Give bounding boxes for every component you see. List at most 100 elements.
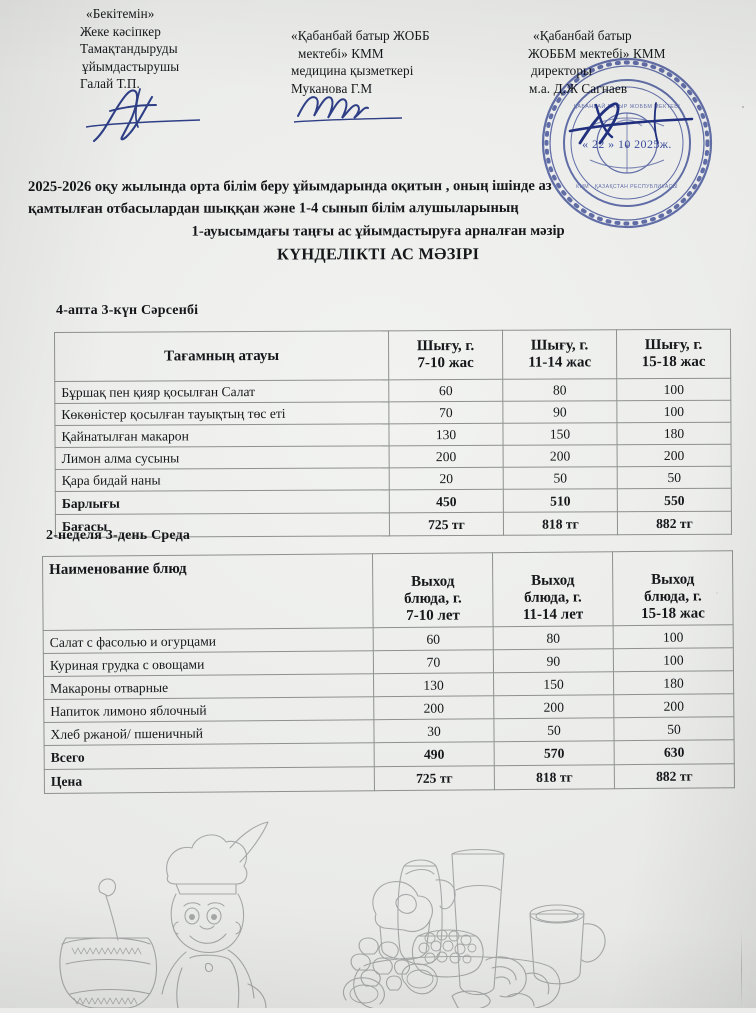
- breakfast-plate-group: [342, 848, 606, 1013]
- approval-line: медицина қызметкері: [291, 63, 414, 79]
- header-portion-7-10: Выход блюда, г. 7-10 лет: [372, 552, 494, 628]
- dish-name: Куриная грудка с овощами: [43, 650, 374, 677]
- total-label: Всего: [44, 742, 375, 770]
- price-11-14: 818 тг: [494, 764, 615, 790]
- scan-speck: [716, 592, 718, 594]
- portion-7-10: 60: [373, 626, 494, 651]
- portion-11-14: 150: [493, 671, 614, 696]
- portion-7-10: 70: [373, 649, 494, 674]
- handwritten-signature: [560, 95, 700, 170]
- dish-name: Бұршақ пен қияр қосылған Салат: [54, 379, 389, 404]
- portion-11-14: 90: [493, 648, 614, 673]
- dish-name: Көкөністер қосылған тауықтың төс еті: [54, 401, 389, 426]
- dish-name: Салат с фасолью и огурцами: [43, 627, 374, 654]
- portion-15-18: 200: [613, 693, 734, 718]
- portion-7-10: 130: [388, 423, 504, 446]
- approval-signer-name: Галай Т.П.: [80, 76, 140, 92]
- svg-text:★: ★: [624, 143, 629, 150]
- total-15-18: 550: [617, 488, 732, 512]
- approval-line: ЖОББМ мектебі» КММ: [528, 45, 666, 61]
- svg-text:КММ · ҚАЗАҚСТАН РЕСПУБЛИКАСЫ: КММ · ҚАЗАҚСТАН РЕСПУБЛИКАСЫ: [576, 184, 678, 190]
- dish-name: Напиток лимоно яблочный: [43, 696, 374, 723]
- approval-line: «Қабанбай батыр: [533, 28, 632, 43]
- portion-11-14: 90: [502, 400, 617, 424]
- total-7-10: 490: [374, 741, 495, 767]
- dish-name: Қара бидай наны: [55, 467, 390, 492]
- portion-11-14: 200: [493, 694, 614, 719]
- total-7-10: 450: [389, 489, 504, 513]
- table-header-row: Тағамның атауы Шығу, г. 7-10 жас Шығу, г…: [54, 329, 731, 382]
- menu-table-russian: Наименование блюд Выход блюда, г. 7-10 л…: [42, 550, 735, 794]
- approval-signer-name: Муканова Г.М: [291, 80, 373, 96]
- pot-with-spoon: [59, 878, 158, 1009]
- dish-name: Қайнатылған макарон: [54, 423, 390, 448]
- title-line: қамтылған отбасылардан шыққан және 1-4 с…: [28, 200, 519, 218]
- portion-15-18: 50: [617, 466, 732, 489]
- header-portion-15-18: Шығу, г. 15-18 жас: [616, 329, 731, 379]
- price-7-10: 725 тг: [374, 765, 495, 791]
- menu-table-kazakh: Тағамның атауы Шығу, г. 7-10 жас Шығу, г…: [54, 329, 732, 538]
- approval-block-organizer: «Бекітемін» Жеке кәсіпкер Тамақтандыруды…: [80, 5, 179, 93]
- header-portion-7-10: Шығу, г. 7-10 жас: [388, 330, 503, 380]
- table-total-row: Барлығы 450 510 550: [55, 488, 732, 515]
- page-edge-shadow: [741, 930, 742, 1008]
- portion-7-10: 70: [388, 401, 503, 424]
- total-11-14: 510: [503, 488, 618, 513]
- portion-7-10: 200: [389, 445, 504, 468]
- svg-text:ҚАБАНБАЙ БАТЫР ЖОББМ МЕКТЕБІ: ҚАБАНБАЙ БАТЫР ЖОББМ МЕКТЕБІ: [574, 102, 680, 110]
- week-day-caption-kk: 4-апта 3-күн Сәрсенбі: [56, 303, 199, 318]
- header-dish-name: Тағамның атауы: [54, 330, 389, 382]
- approval-line: мектебі» КММ: [298, 45, 384, 61]
- approval-line: ұйымдастырушы: [82, 58, 180, 74]
- approval-line: «Қабанбай батыр ЖОББ: [291, 28, 430, 43]
- chef-and-breakfast-illustration: [0, 818, 756, 1013]
- header-portion-11-14: Шығу, г. 11-14 жас: [502, 329, 617, 380]
- portion-11-14: 50: [503, 466, 618, 490]
- total-label: Барлығы: [55, 489, 390, 515]
- portion-11-14: 150: [502, 422, 618, 446]
- portion-15-18: 180: [613, 670, 734, 695]
- table-price-row: Цена 725 тг 818 тг 882 тг: [44, 763, 735, 794]
- dish-name: Хлеб ржаной/ пшеничный: [43, 719, 375, 746]
- approval-line: Жеке кәсіпкер: [80, 23, 161, 39]
- stamp-date: « 22 » 10 2025ж.: [582, 137, 672, 151]
- handwritten-signature: [290, 88, 410, 139]
- portion-7-10: 20: [389, 467, 504, 490]
- portion-7-10: 60: [388, 379, 503, 402]
- title-line: 2025-2026 оқу жылында орта білім беру ұй…: [28, 177, 552, 195]
- portion-15-18: 180: [616, 422, 732, 445]
- approval-line: Тамақтандыруды: [80, 41, 178, 57]
- portion-15-18: 100: [613, 647, 734, 672]
- price-label: Цена: [44, 766, 375, 794]
- total-15-18: 630: [614, 739, 735, 765]
- dish-name: Макароны отварные: [43, 673, 374, 700]
- portion-11-14: 80: [493, 625, 614, 650]
- week-day-caption-ru: 2-неделя 3-день Среда: [46, 528, 191, 543]
- price-15-18: 882 тг: [614, 763, 735, 789]
- official-round-stamp: ҚАБАНБАЙ БАТЫР ЖОББМ МЕКТЕБІ КММ · ҚАЗАҚ…: [540, 56, 714, 230]
- portion-15-18: 100: [613, 624, 734, 649]
- price-11-14: 818 тг: [503, 511, 618, 536]
- scan-speck: [742, 106, 744, 108]
- portion-11-14: 50: [493, 717, 615, 742]
- portion-11-14: 200: [503, 444, 618, 468]
- portion-15-18: 100: [616, 378, 731, 401]
- portion-7-10: 130: [373, 672, 494, 697]
- total-11-14: 570: [494, 740, 615, 766]
- portion-7-10: 30: [373, 718, 495, 743]
- header-portion-11-14: Выход блюда, г. 11-14 лет: [492, 551, 614, 627]
- chef-character: [161, 821, 269, 1009]
- portion-15-18: 100: [616, 400, 731, 423]
- title-line: 1-ауысымдағы таңғы ас ұйымдастыруға арна…: [191, 222, 565, 240]
- header-dish-name: Наименование блюд: [42, 553, 374, 631]
- title-main-heading: КҮНДЕЛІКТІ АС МӘЗІРІ: [276, 244, 480, 264]
- document-title: 2025-2026 оқу жылында орта білім беру ұй…: [28, 175, 728, 267]
- dish-name: Лимон алма сусыны: [55, 445, 390, 470]
- price-7-10: 725 тг: [389, 512, 504, 536]
- table-header-row: Наименование блюд Выход блюда, г. 7-10 л…: [42, 550, 734, 631]
- price-15-18: 882 тг: [617, 511, 732, 535]
- handwritten-signature: [80, 83, 210, 150]
- portion-15-18: 50: [613, 716, 735, 741]
- approval-block-medical-worker: «Қабанбай батыр ЖОББ мектебі» КММ медици…: [291, 27, 430, 97]
